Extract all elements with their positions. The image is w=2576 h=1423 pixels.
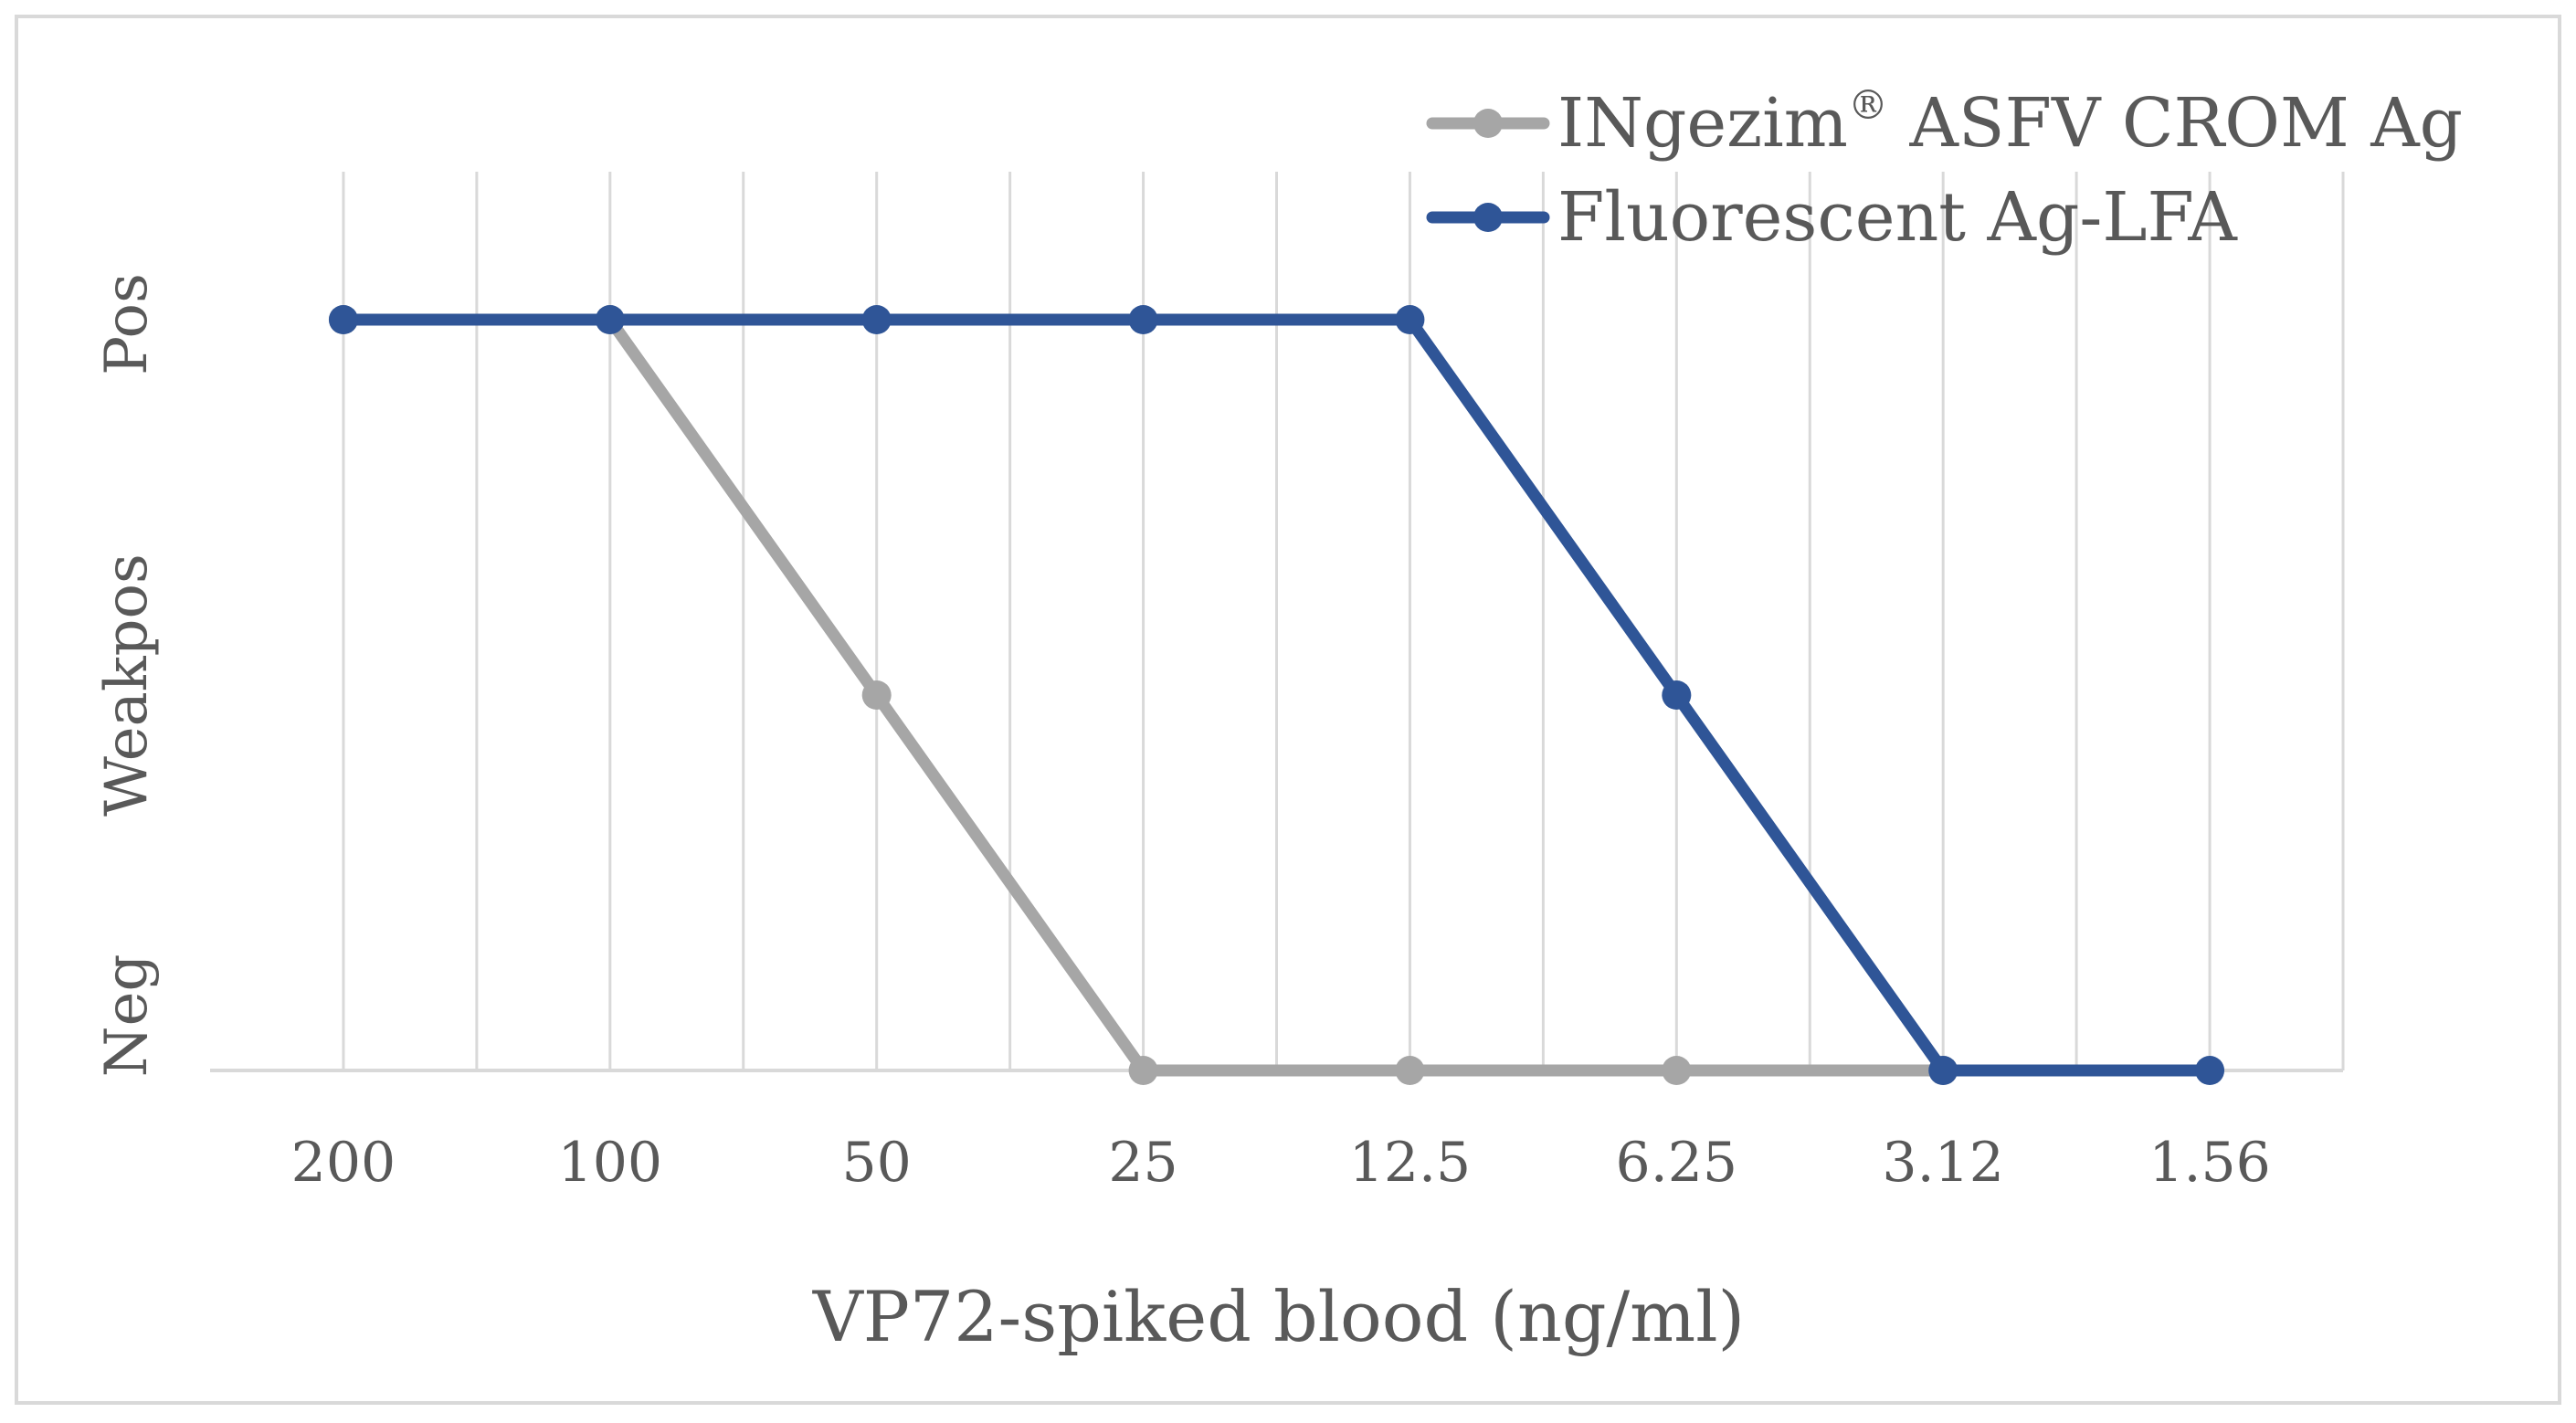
legend-label-sup: ® (1848, 82, 1888, 129)
data-point (1395, 1056, 1425, 1085)
x-tick-label: 12.5 (1349, 1131, 1472, 1195)
x-tick-label: 1.56 (2148, 1131, 2271, 1195)
data-point (1128, 1056, 1158, 1085)
x-axis-title: VP72-spiked blood (ng/ml) (812, 1276, 1745, 1357)
data-point (861, 305, 892, 334)
chart-border (15, 15, 2561, 1405)
legend-item: INgezim® ASFV CROM Ag (1426, 82, 2463, 163)
x-tick-label: 200 (291, 1131, 396, 1195)
data-point (595, 305, 625, 334)
data-point (2195, 1056, 2225, 1085)
series-layer (328, 305, 2225, 1085)
x-tick-label: 25 (1108, 1131, 1177, 1195)
x-tick-label: 100 (558, 1131, 663, 1195)
data-point (861, 680, 892, 710)
legend-label: Fluorescent Ag-LFA (1557, 178, 2238, 257)
legend-label: INgezim® ASFV CROM Ag (1557, 82, 2463, 163)
data-point (1662, 1056, 1692, 1085)
data-point (328, 305, 358, 334)
y-level-label: Neg (93, 954, 161, 1078)
legend: INgezim® ASFV CROM Ag Fluorescent Ag-LFA (1426, 82, 2463, 257)
legend-label-rest: ASFV CROM Ag (1888, 84, 2463, 163)
legend-item: Fluorescent Ag-LFA (1426, 178, 2238, 257)
legend-marker (1473, 109, 1503, 138)
labels: 200 100 50 25 12.5 6.25 3.12 1.56 Neg Weakpos Pos V… (93, 273, 2271, 1357)
x-tick-label: 3.12 (1882, 1131, 2004, 1195)
y-level-label: Weakpos (93, 553, 161, 817)
legend-label-main: INgezim (1557, 84, 1848, 163)
data-point (1395, 305, 1425, 334)
legend-marker (1473, 203, 1503, 232)
data-point (1928, 1056, 1958, 1085)
series-fluorescent-lfa (328, 305, 2225, 1085)
data-point (1128, 305, 1158, 334)
series-line (337, 313, 2216, 1077)
y-level-label: Pos (93, 273, 161, 375)
data-point (1662, 680, 1692, 710)
x-tick-label: 6.25 (1616, 1131, 1738, 1195)
x-tick-label: 50 (842, 1131, 912, 1195)
